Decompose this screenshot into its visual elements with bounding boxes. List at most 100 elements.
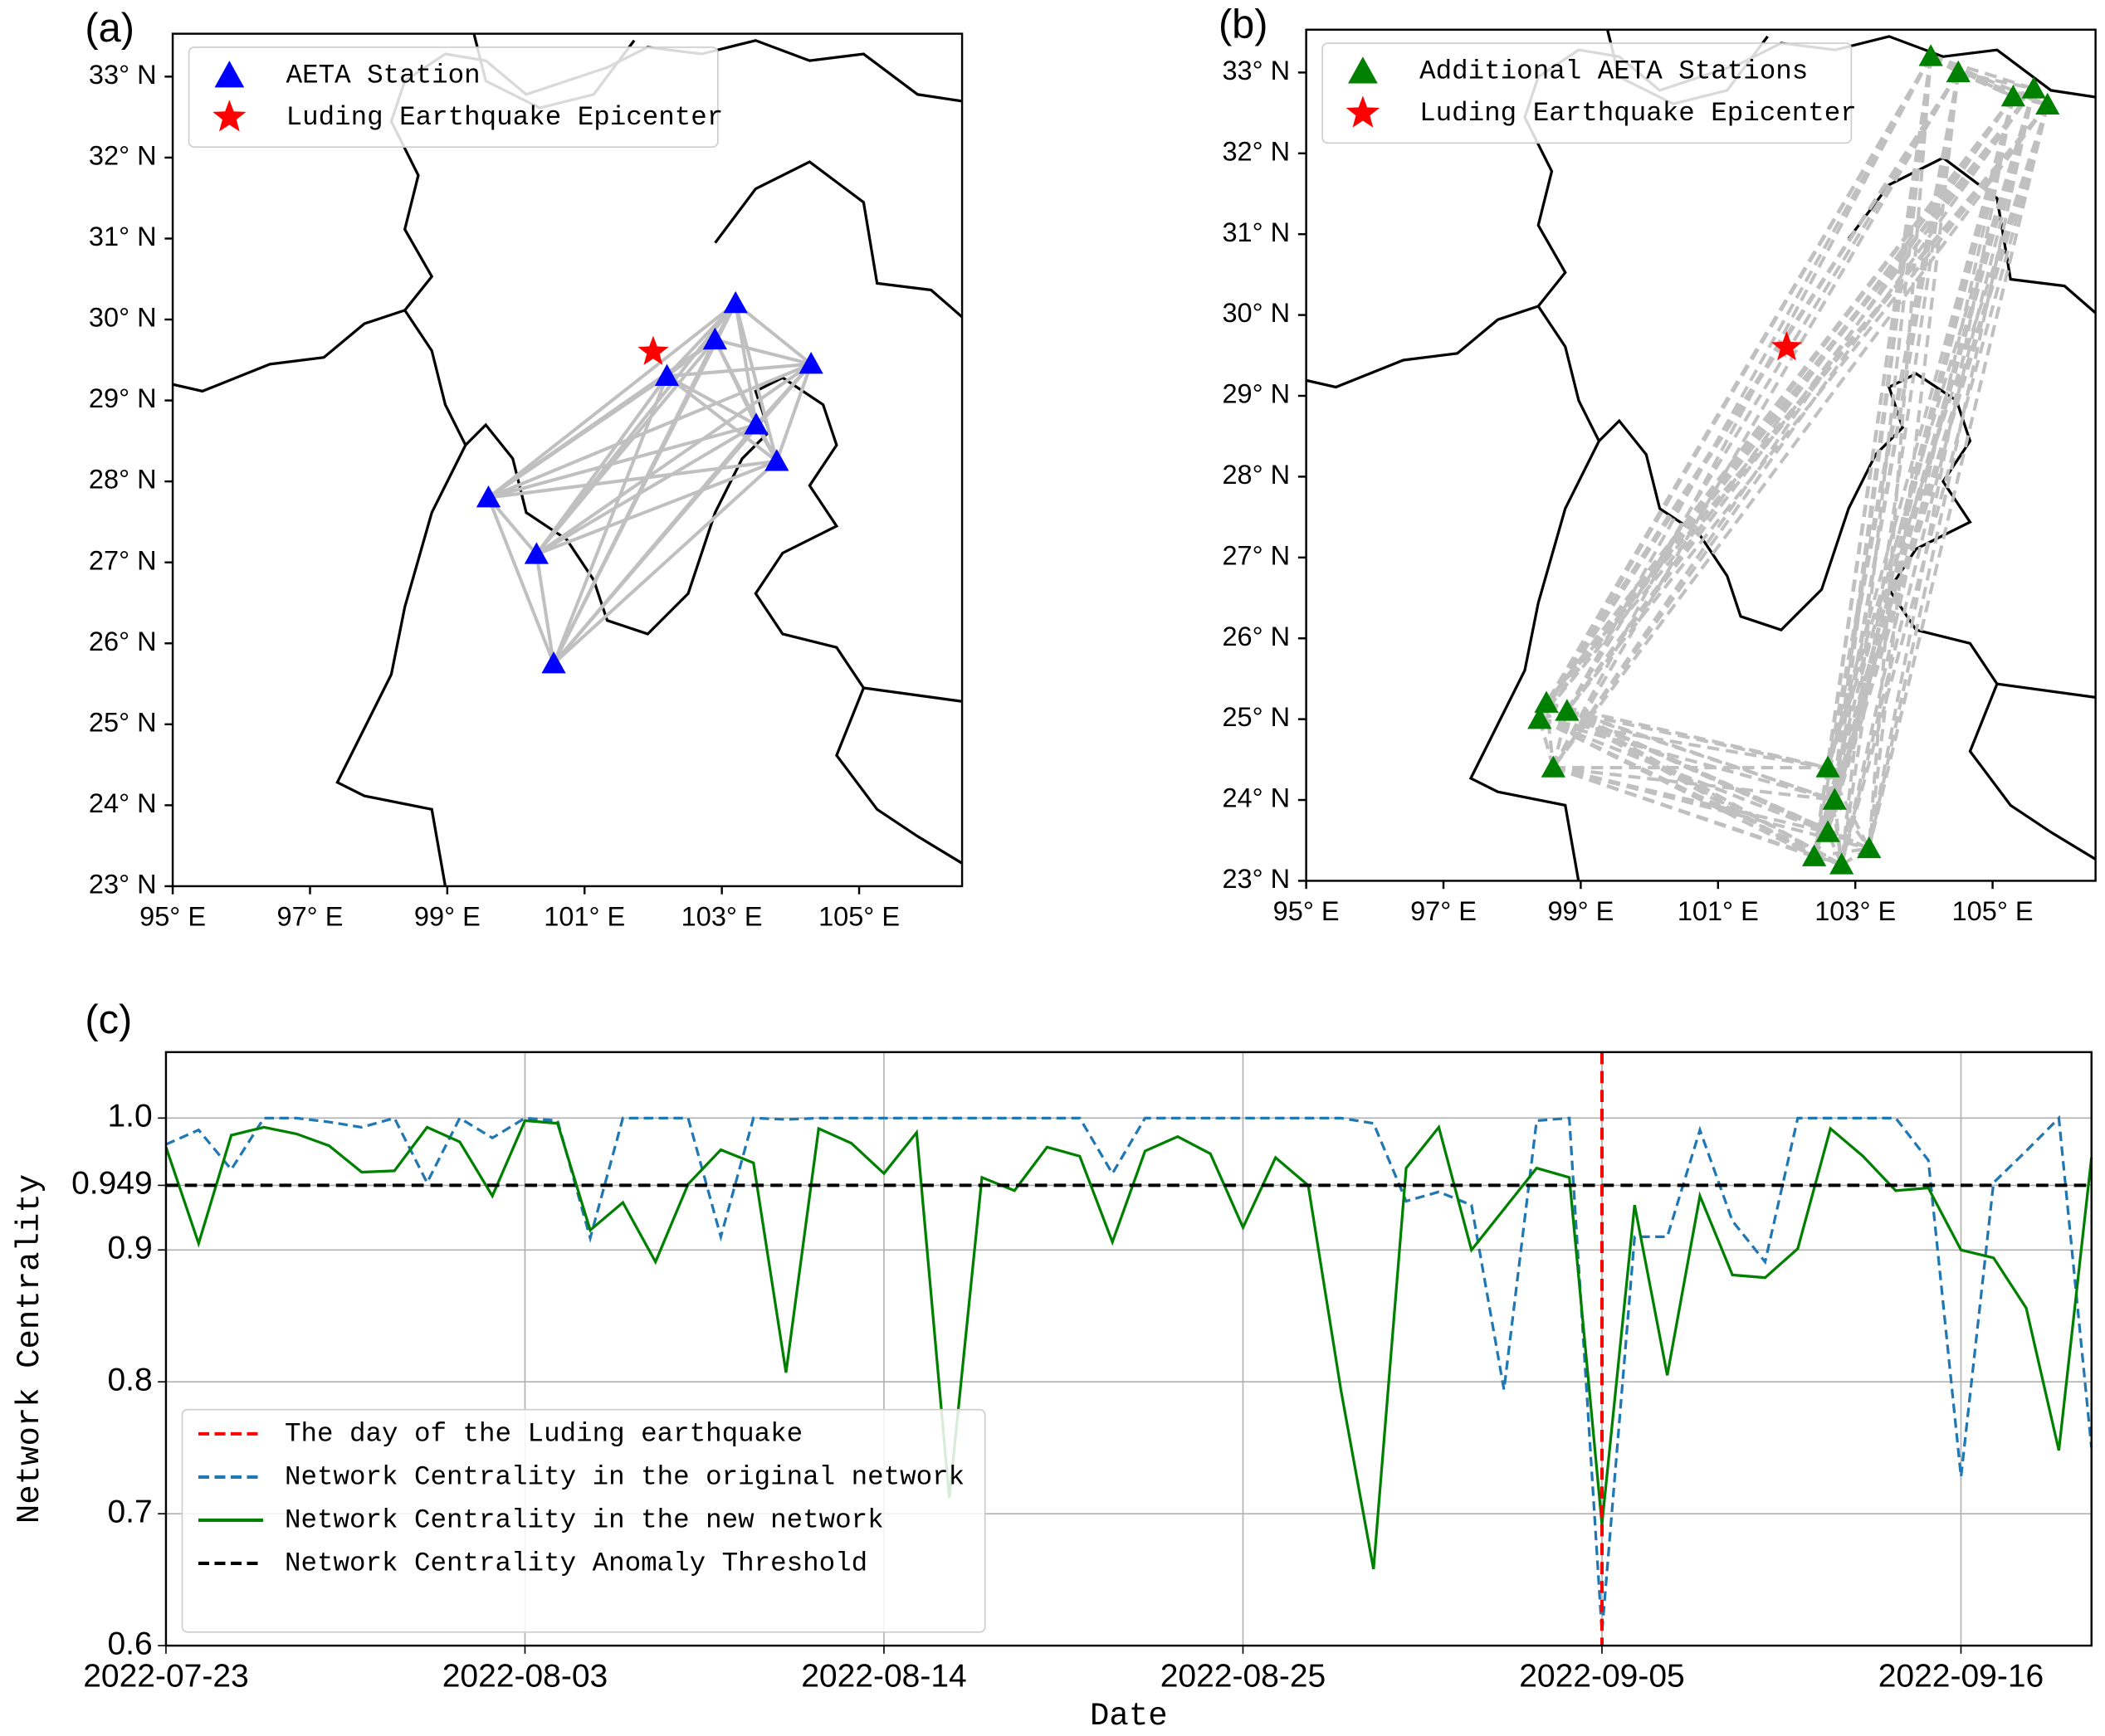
station-link (1566, 709, 1829, 770)
station-link (487, 301, 737, 500)
station-link (1839, 72, 1961, 866)
station (2035, 92, 2060, 115)
station-link (734, 303, 758, 426)
series-line (164, 1119, 2093, 1570)
x-tick-label: 101° E (544, 902, 625, 932)
x-tick-label: 105° E (1952, 896, 2034, 926)
y-tick-label: 1.0 (107, 1099, 152, 1134)
station-link (1957, 71, 2034, 90)
x-tick-label: 2022-09-16 (1878, 1658, 2044, 1694)
station-link (1545, 702, 1556, 768)
station (1555, 699, 1580, 721)
station (1527, 707, 1552, 729)
x-tick-label: 97° E (1410, 896, 1477, 926)
station-link (1833, 799, 1844, 866)
station-link (1553, 766, 1835, 802)
frame (1305, 28, 2097, 882)
y-tick-label: 31° N (89, 222, 157, 251)
station-link (1545, 95, 2015, 705)
legend-marker (212, 100, 247, 132)
station-link (1812, 767, 1830, 857)
station-link (734, 301, 813, 366)
y-tick-label: 23° N (89, 870, 157, 900)
station-link (1839, 88, 2036, 866)
station-link (1827, 831, 1870, 851)
station-link (1546, 701, 1829, 770)
station-link (1565, 55, 1932, 712)
station (541, 651, 566, 674)
y-tick-label: 28° N (1222, 460, 1290, 490)
legend-label: Additional AETA Stations (1419, 56, 1808, 87)
y-tick-label: 23° N (1222, 864, 1290, 894)
epicenter (637, 335, 669, 365)
y-tick-label: 32° N (1222, 136, 1290, 166)
station-link (486, 496, 555, 665)
legend-label: Network Centrality Anomaly Threshold (285, 1548, 867, 1579)
station-link (755, 363, 813, 427)
station (1541, 755, 1565, 778)
legend-marker (214, 61, 245, 88)
station-link (1552, 766, 1829, 834)
y-tick-label: 0.7 (107, 1494, 152, 1529)
panel-label: (b) (1219, 2, 1268, 46)
station (723, 290, 748, 314)
station-link (488, 459, 778, 500)
y-tick-label: 0.6 (107, 1626, 152, 1661)
y-tick-label: 0.949 (71, 1166, 153, 1202)
y-tick-label: 0.8 (107, 1363, 152, 1398)
x-tick-label: 97° E (277, 902, 344, 932)
station (2021, 76, 2046, 99)
x-tick-label: 105° E (818, 902, 900, 932)
station-link (1545, 55, 1932, 705)
station-link (552, 375, 669, 665)
legend-box (181, 1408, 986, 1633)
x-tick-label: 101° E (1678, 896, 1759, 926)
station-link (535, 302, 737, 556)
epicenter (1770, 331, 1803, 361)
x-tick-label: 103° E (1814, 896, 1896, 926)
y-tick-label: 25° N (1222, 702, 1290, 732)
x-tick-label: 99° E (414, 902, 481, 932)
station-link (1551, 104, 2049, 769)
legend-label: AETA Station (286, 61, 481, 91)
station (1815, 755, 1840, 778)
x-tick-label: 2022-07-23 (83, 1658, 249, 1694)
station-link (1839, 56, 1933, 866)
y-tick-label: 24° N (1222, 783, 1290, 813)
station-link (1551, 71, 1960, 769)
x-tick-label: 95° E (139, 902, 206, 932)
y-tick-label: 29° N (1222, 379, 1290, 409)
station (1829, 852, 1854, 875)
station (654, 363, 680, 387)
station-link (1867, 88, 2036, 849)
x-tick-label: 95° E (1273, 896, 1340, 926)
station-link (666, 374, 757, 427)
x-tick-label: 2022-08-25 (1160, 1658, 1326, 1694)
panel-label: (a) (85, 6, 134, 51)
station (1857, 836, 1882, 859)
station-link (1826, 767, 1871, 850)
station-link (1539, 717, 1835, 802)
series-line (165, 1114, 2093, 1633)
station-link (1539, 717, 1829, 770)
station-link (535, 363, 813, 556)
station (1815, 820, 1840, 842)
x-tick-label: 103° E (681, 902, 763, 932)
station-link (666, 374, 779, 463)
station (1822, 788, 1848, 810)
x-tick-label: 99° E (1547, 896, 1614, 926)
legend-label: Network Centrality in the new network (285, 1505, 884, 1536)
station (1801, 844, 1827, 866)
y-tick-label: 33° N (89, 60, 157, 90)
station (2000, 84, 2026, 107)
y-tick-label: 0.9 (107, 1231, 152, 1266)
station (799, 352, 823, 374)
station-link (1565, 95, 2015, 713)
y-axis-label: Network Centrality (12, 1174, 48, 1524)
station-link (1566, 709, 1836, 802)
station-link (552, 460, 779, 666)
station-link (1551, 55, 1932, 769)
station-link (552, 302, 738, 665)
y-tick-label: 30° N (1222, 298, 1290, 328)
